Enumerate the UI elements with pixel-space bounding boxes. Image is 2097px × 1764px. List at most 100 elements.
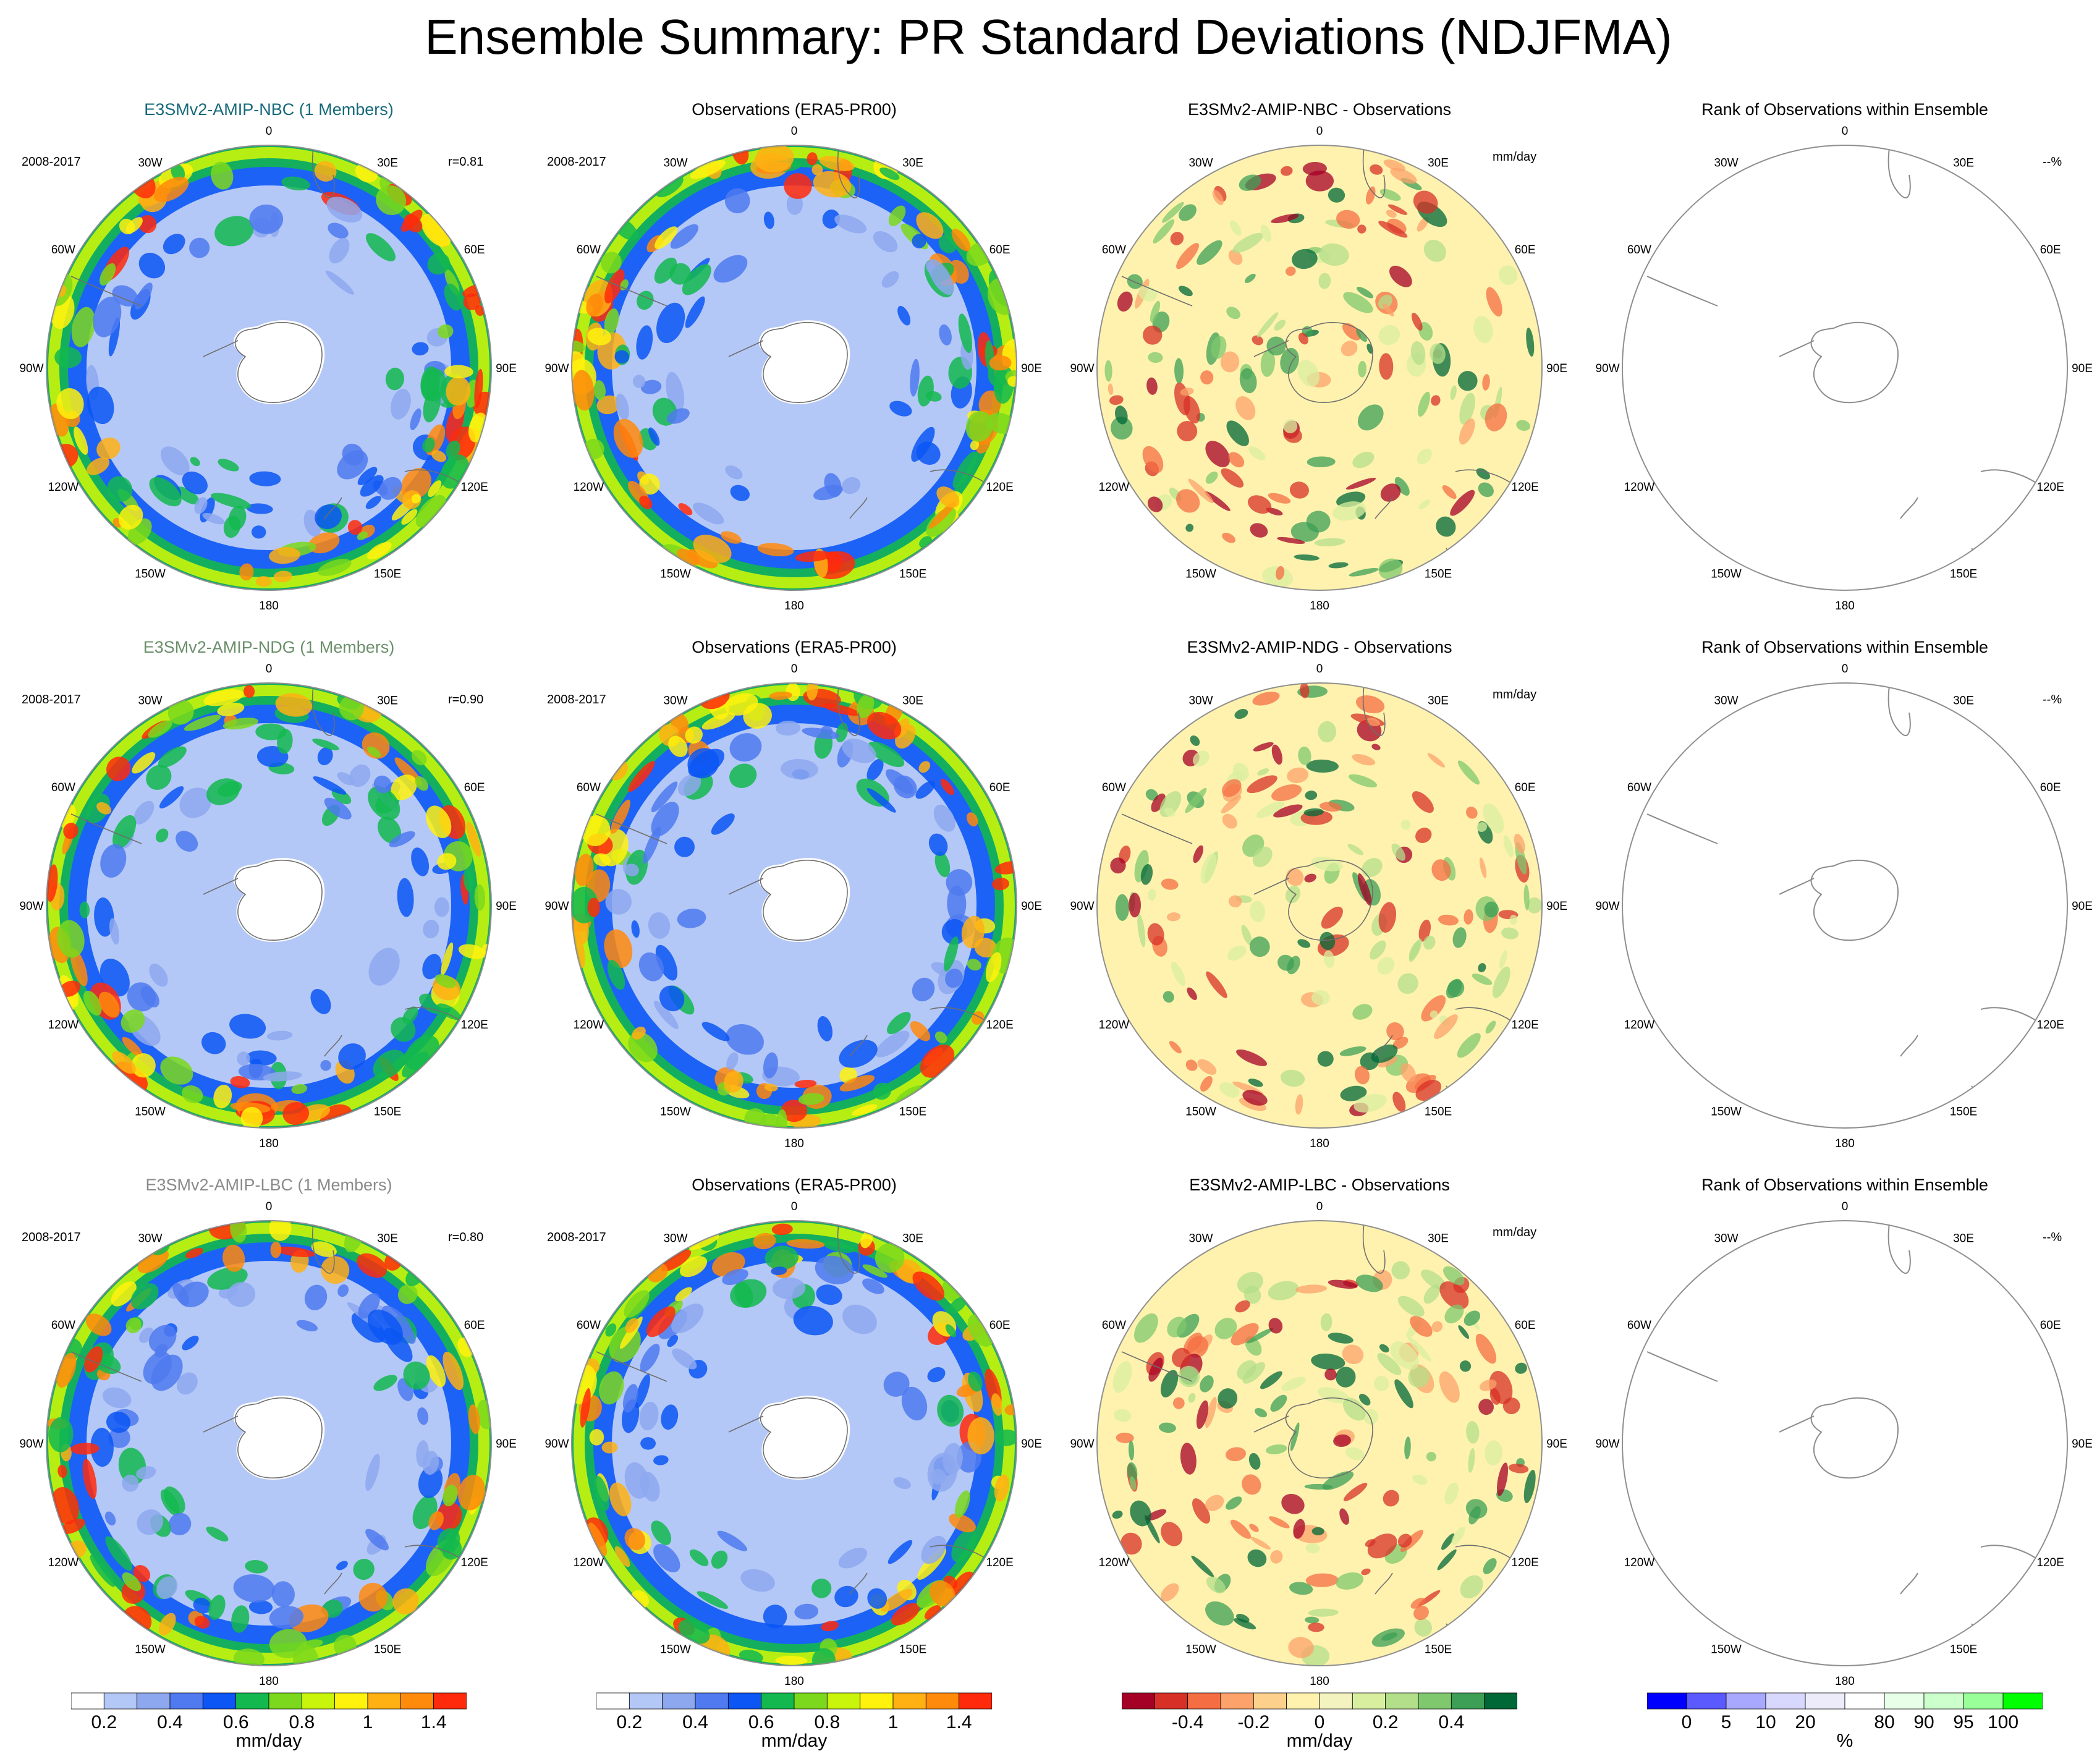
field-blob xyxy=(965,410,993,442)
colorbar-tick-label: 1.4 xyxy=(421,1712,447,1732)
colorbar-tick-label: 90 xyxy=(1913,1712,1934,1732)
field-blob xyxy=(724,188,750,214)
field-blob xyxy=(397,1284,418,1304)
colorbar-tick-label: 0.8 xyxy=(814,1712,840,1732)
field-blob xyxy=(1383,303,1394,317)
field-blob xyxy=(184,715,221,731)
longitude-label: 60E xyxy=(2040,1319,2061,1332)
field-blob xyxy=(888,205,906,226)
field-blob xyxy=(228,506,247,530)
longitude-label: 150W xyxy=(1711,1643,1742,1656)
field-blob xyxy=(604,269,625,303)
field-blob xyxy=(1357,224,1366,234)
field-blob xyxy=(337,772,355,786)
field-blob xyxy=(1260,224,1272,242)
longitude-label: 120E xyxy=(2036,481,2064,494)
field-blob xyxy=(1200,1075,1213,1092)
colorbar-swatch xyxy=(1220,1692,1254,1710)
field-blob xyxy=(655,944,678,981)
field-blob xyxy=(1377,1353,1402,1375)
field-blob xyxy=(656,302,685,344)
colorbar-swatch xyxy=(103,1692,138,1710)
field-blob xyxy=(1248,495,1272,514)
coastline xyxy=(1646,1351,1718,1382)
coastline xyxy=(1887,685,1911,736)
field-blob xyxy=(1228,452,1245,468)
field-blob xyxy=(160,1489,180,1516)
field-blob xyxy=(875,1030,910,1058)
field-blob xyxy=(1260,349,1276,377)
longitude-label: 120E xyxy=(986,1019,1013,1032)
field-blob xyxy=(604,308,619,335)
longitude-label: 120W xyxy=(574,1019,604,1032)
coastline xyxy=(837,147,860,198)
longitude-label: 150W xyxy=(1185,1643,1216,1656)
coastline xyxy=(203,340,239,357)
longitude-label: 30E xyxy=(1953,156,1974,169)
field-blob xyxy=(273,570,293,583)
field-blob xyxy=(93,297,122,337)
map-boundary xyxy=(1622,682,2068,1129)
field-blob xyxy=(365,233,396,261)
field-blob xyxy=(269,547,300,564)
field-blob xyxy=(1431,395,1441,406)
field-blob xyxy=(1305,791,1318,800)
field-blob xyxy=(1193,845,1204,863)
field-blob xyxy=(781,758,818,779)
field-blob xyxy=(1283,419,1298,433)
colorbar-swatch xyxy=(1154,1692,1188,1710)
field-blob xyxy=(422,954,442,980)
field-blob xyxy=(1280,347,1299,375)
field-blob xyxy=(1148,1357,1163,1382)
field-blob xyxy=(1421,995,1446,1022)
field-blob xyxy=(1410,341,1426,365)
field-blob xyxy=(948,260,969,284)
field-blob xyxy=(121,1009,145,1033)
field-blob xyxy=(968,1371,983,1392)
field-blob xyxy=(1247,1328,1274,1344)
field-blob xyxy=(263,1071,302,1082)
coastline xyxy=(324,1572,342,1595)
longitude-label: 120E xyxy=(460,1556,488,1569)
field-blob xyxy=(133,1565,151,1582)
field-blob xyxy=(798,1093,824,1105)
field-blob xyxy=(1394,477,1410,496)
field-blob xyxy=(1323,950,1335,968)
field-blob xyxy=(1147,923,1164,946)
field-blob xyxy=(601,252,622,274)
field-blob xyxy=(763,1052,778,1079)
field-blob xyxy=(1514,833,1525,854)
colorbar-swatch xyxy=(695,1692,729,1710)
field-blob xyxy=(83,990,102,1016)
longitude-label: 60E xyxy=(2040,781,2061,794)
longitude-label: 30E xyxy=(1953,694,1974,707)
field-blob xyxy=(1390,167,1417,184)
field-blob xyxy=(1318,243,1349,266)
field-blob xyxy=(1355,1274,1383,1292)
field-blob xyxy=(1478,1399,1494,1415)
field-blob xyxy=(1442,485,1457,499)
longitude-label: 90W xyxy=(19,362,43,375)
field-blob xyxy=(1115,894,1130,921)
field-blob xyxy=(321,1256,350,1284)
colorbar-swatch xyxy=(1963,1692,2004,1710)
field-blob xyxy=(112,285,138,307)
longitude-label: 180 xyxy=(259,1137,279,1150)
field-blob xyxy=(446,440,460,459)
field-blob xyxy=(122,1474,139,1492)
field-blob xyxy=(194,1616,210,1629)
field-blob xyxy=(172,1283,190,1306)
field-blob xyxy=(811,164,823,176)
coastline xyxy=(311,685,335,736)
longitude-label: 150W xyxy=(135,1106,166,1119)
field-blob xyxy=(1271,214,1299,224)
field-blob xyxy=(349,764,371,787)
field-blob xyxy=(1383,159,1406,172)
field-blob xyxy=(836,723,849,743)
field-blob xyxy=(916,441,941,465)
field-blob xyxy=(474,884,486,911)
field-blob xyxy=(1239,174,1261,191)
longitude-label: 90W xyxy=(1070,1438,1094,1451)
longitude-label: 90W xyxy=(19,1438,43,1451)
field-blob xyxy=(1244,273,1256,283)
